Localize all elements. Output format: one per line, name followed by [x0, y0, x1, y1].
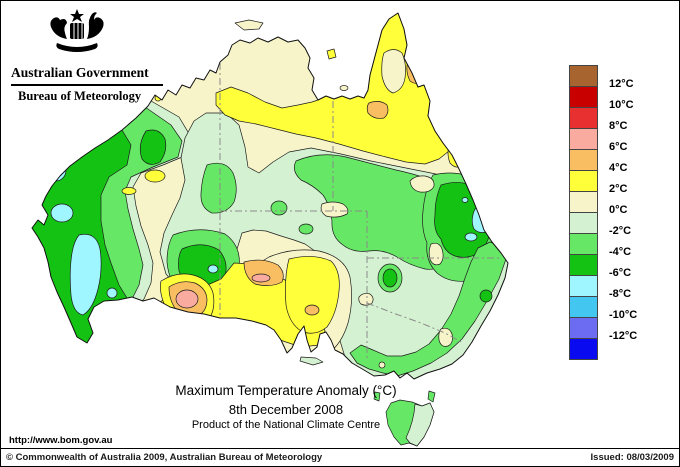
legend-swatch: [569, 212, 598, 234]
tasmania-east-pale-green: [405, 402, 435, 447]
map-product-line: Product of the National Climate Centre: [191, 419, 381, 431]
legend-swatch: [569, 275, 598, 297]
region-light-green-dot-2: [298, 223, 314, 235]
region-pilbara-dark-green: [139, 129, 167, 165]
bureau-label: Bureau of Meteorology: [18, 88, 142, 103]
region-sw-pink-core: [175, 289, 199, 309]
region-west-cyan-1: [45, 158, 67, 182]
legend: 12°C 10°C 8°C 6°C 4°C 2°C 0°C -2°C -4°C -6°C -8°C -…: [569, 65, 669, 381]
region-topend-yellow-dot: [303, 31, 313, 39]
title-block: Maximum Temperature Anomaly (°C) 8th Dec…: [111, 383, 461, 431]
legend-label: 8°C: [609, 120, 628, 132]
australia-anomaly-map: [31, 12, 509, 447]
map-title: Maximum Temperature Anomaly (°C): [175, 383, 397, 398]
flinders-island: [427, 390, 436, 403]
region-sa-yellow-blob: [285, 256, 340, 334]
region-west-cyan-4: [106, 287, 118, 299]
region-desert-yellow-dot-2: [121, 187, 137, 195]
legend-swatch: [569, 86, 598, 108]
region-desert-yellow-dot-1: [144, 169, 166, 183]
header: Australian Government Bureau of Meteorol…: [11, 7, 181, 104]
region-cream-island-5: [378, 361, 386, 369]
legend-label: -4°C: [609, 246, 632, 258]
region-capeyork-cream: [381, 49, 406, 94]
legend-swatch: [569, 191, 598, 213]
region-west-cyan-3: [69, 233, 102, 316]
region-bight-pink-east: [251, 273, 271, 283]
legend-swatch: [569, 233, 598, 255]
kangaroo-island: [299, 356, 324, 366]
map-date: 8th December 2008: [228, 402, 344, 417]
legend-label: 10°C: [609, 99, 634, 111]
legend-swatch: [569, 170, 598, 192]
groote-island: [326, 48, 337, 60]
region-south-cyan-dot: [207, 264, 219, 274]
legend-swatch: [569, 317, 598, 339]
header-divider: [11, 84, 163, 86]
legend-label: 0°C: [609, 204, 628, 216]
legend-label: 6°C: [609, 141, 628, 153]
legend-swatch: [569, 107, 598, 129]
legend-label: -8°C: [609, 288, 632, 300]
state-borders: [219, 63, 500, 361]
copyright-text: © Commonwealth of Australia 2009, Austra…: [6, 452, 323, 463]
region-nsw-cyan-2: [464, 232, 478, 242]
region-west-cyan-5: [115, 306, 127, 318]
legend-swatch: [569, 128, 598, 150]
legend-swatch: [569, 296, 598, 318]
king-island: [373, 391, 381, 402]
region-west-cyan-2: [50, 203, 74, 223]
region-vic-dark-dot: [382, 268, 398, 288]
region-light-green-dot-1: [270, 200, 288, 216]
region-cream-island-2: [428, 242, 444, 266]
legend-label: 12°C: [609, 78, 634, 90]
footer-bar: © Commonwealth of Australia 2009, Austra…: [1, 448, 679, 466]
region-nsw-cyan-dot: [461, 197, 469, 203]
legend-label: -2°C: [609, 225, 632, 237]
tasmania: [385, 399, 435, 447]
legend-label: 4°C: [609, 162, 628, 174]
melville-island: [234, 19, 264, 31]
bom-url: http://www.bom.gov.au: [9, 435, 113, 446]
region-cream-island-4: [438, 327, 453, 347]
issued-text: Issued: 08/03/2009: [590, 452, 674, 463]
government-label: Australian Government: [11, 65, 149, 80]
region-capeyork-orange-2: [366, 101, 389, 119]
legend-label: -10°C: [609, 309, 638, 321]
region-cream-island-3: [358, 293, 374, 306]
legend-label: -12°C: [609, 330, 638, 342]
region-sa-orange-dot: [304, 304, 320, 316]
islands: [234, 19, 436, 403]
legend-swatch: [569, 338, 598, 360]
region-nsw-dark-dot: [479, 289, 493, 303]
mainland-coastline: [31, 12, 509, 380]
region-kidney-cream-hole: [320, 201, 349, 218]
legend-swatch: [569, 254, 598, 276]
region-nsw-cyan-1: [471, 207, 494, 233]
region-central-light-green: [200, 162, 237, 214]
region-cream-island-1: [409, 175, 435, 193]
legend-label: -6°C: [609, 267, 632, 279]
mornington-island: [339, 85, 349, 91]
coat-of-arms-icon: [50, 9, 104, 52]
legend-label: 2°C: [609, 183, 628, 195]
legend-swatch: [569, 65, 598, 87]
region-capeyork-orange-1: [406, 58, 428, 84]
legend-swatch: [569, 149, 598, 171]
